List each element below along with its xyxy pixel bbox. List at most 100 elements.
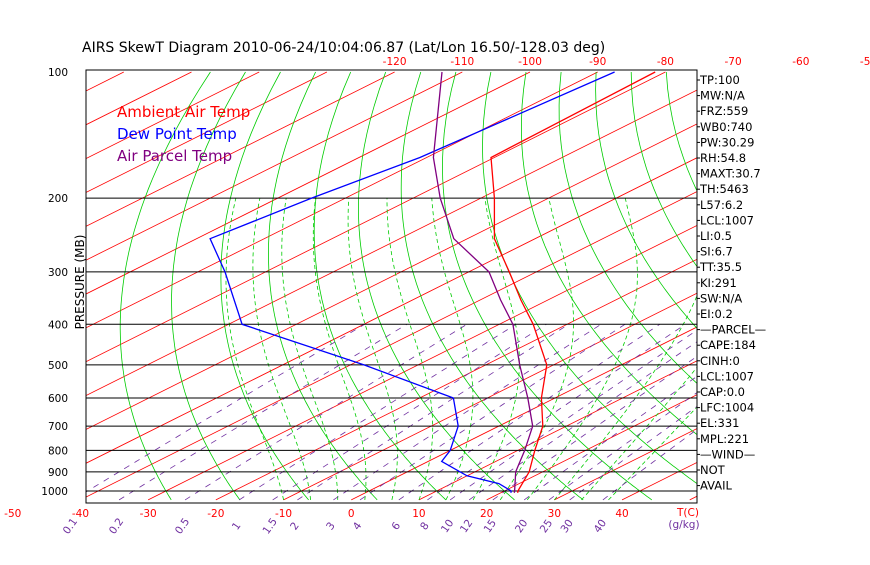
legend-entry: Ambient Air Temp bbox=[117, 103, 250, 121]
pressure-tick-label: 900 bbox=[48, 467, 68, 479]
index-item: TH:5463 bbox=[699, 182, 749, 196]
pressure-tick-label: 300 bbox=[48, 267, 68, 279]
pressure-tick-label: 200 bbox=[48, 193, 68, 205]
mixing-ratio-label: 3 bbox=[324, 520, 338, 532]
dry-adiabat-line bbox=[358, 72, 514, 500]
mixing-ratio-unit: (g/kg) bbox=[668, 519, 699, 531]
mixing-ratio-line bbox=[239, 324, 516, 500]
isotherm-line bbox=[0, 72, 56, 500]
moist-adiabat-line bbox=[313, 198, 366, 500]
bottom-temp-tick-label: -40 bbox=[72, 508, 89, 520]
mixing-ratio-line bbox=[450, 324, 706, 500]
mixing-ratio-label: 0.5 bbox=[173, 516, 192, 537]
bottom-temp-tick-label: -30 bbox=[140, 508, 157, 520]
bottom-temp-tick-label: 30 bbox=[548, 508, 561, 520]
moist-adiabat-line bbox=[581, 198, 799, 500]
index-item: FRZ:559 bbox=[700, 104, 748, 118]
mixing-ratio-label: 30 bbox=[558, 517, 576, 535]
index-item: LCL:1007 bbox=[700, 213, 754, 227]
dry-adiabat-line bbox=[483, 72, 721, 500]
index-item: CAP:0.0 bbox=[700, 385, 745, 399]
index-item: MW:N/A bbox=[700, 89, 745, 103]
index-item: MAXT:30.7 bbox=[700, 167, 761, 181]
mixing-ratio-label: 15 bbox=[482, 517, 500, 535]
top-temp-tick-label: -50 bbox=[860, 56, 870, 68]
index-item: PW:30.29 bbox=[700, 135, 754, 149]
moist-adiabat-line bbox=[554, 198, 713, 500]
index-item: —PARCEL— bbox=[700, 323, 766, 337]
index-item: TP:100 bbox=[699, 73, 740, 87]
bottom-temp-tick-label: 40 bbox=[615, 508, 628, 520]
dry-adiabat-line bbox=[736, 72, 870, 500]
bottom-temp-tick-label: 10 bbox=[412, 508, 425, 520]
top-temp-tick-label: -100 bbox=[518, 56, 542, 68]
legend-entry: Dew Point Temp bbox=[117, 125, 237, 143]
top-temp-tick-label: -120 bbox=[383, 56, 407, 68]
mixing-ratio-label: 1 bbox=[230, 520, 244, 532]
mixing-ratio-line bbox=[570, 324, 813, 500]
index-item: MPL:221 bbox=[700, 432, 749, 446]
bottom-temp-tick-label: -50 bbox=[4, 508, 21, 520]
mixing-ratio-line bbox=[399, 324, 660, 500]
isotherm-line bbox=[351, 72, 870, 500]
pressure-tick-label: 400 bbox=[48, 319, 68, 331]
top-temp-tick-label: -110 bbox=[450, 56, 474, 68]
top-temp-tick-label: -80 bbox=[657, 56, 674, 68]
moist-adiabat-line bbox=[387, 198, 433, 500]
index-item: LCL:1007 bbox=[700, 369, 754, 383]
index-item: KI:291 bbox=[700, 276, 737, 290]
mixing-ratio-label: 2 bbox=[288, 520, 302, 532]
mixing-ratio-line bbox=[119, 324, 407, 500]
mixing-ratio-label: 6 bbox=[390, 520, 404, 533]
bottom-temp-tick-label: 20 bbox=[480, 508, 493, 520]
pressure-tick-label: 700 bbox=[48, 421, 68, 433]
dry-adiabat-line bbox=[772, 72, 870, 500]
pressure-tick-label: 500 bbox=[48, 360, 68, 372]
index-item: WB0:740 bbox=[700, 120, 752, 134]
index-item: CINH:0 bbox=[700, 354, 740, 368]
legend-entry: Air Parcel Temp bbox=[117, 147, 232, 165]
pressure-tick-label: 600 bbox=[48, 393, 68, 405]
index-item: L57:6.2 bbox=[700, 198, 743, 212]
mixing-ratio-label: 12 bbox=[458, 517, 476, 535]
top-temp-tick-label: -70 bbox=[725, 56, 742, 68]
index-item: TT:35.5 bbox=[699, 260, 742, 274]
moist-adiabat-line bbox=[253, 198, 311, 500]
chart-title: AIRS SkewT Diagram 2010-06-24/10:04:06.8… bbox=[82, 40, 605, 56]
dry-adiabat-line bbox=[401, 72, 583, 500]
mixing-ratio-line bbox=[549, 324, 794, 500]
index-item: SI:6.7 bbox=[700, 245, 733, 259]
isotherm-line bbox=[487, 72, 870, 500]
index-item: —WIND— bbox=[700, 447, 755, 461]
moist-adiabat-line bbox=[282, 198, 338, 500]
top-temp-tick-label: -90 bbox=[589, 56, 606, 68]
mixing-ratio-line bbox=[360, 324, 625, 500]
mixing-ratio-label: 4 bbox=[351, 520, 365, 533]
mixing-ratio-label: 25 bbox=[538, 517, 556, 535]
index-item: RH:54.8 bbox=[700, 151, 746, 165]
pressure-tick-label: 100 bbox=[48, 67, 68, 79]
mixing-ratio-label: 40 bbox=[592, 517, 610, 535]
mixing-ratio-label: 10 bbox=[439, 517, 457, 535]
mixing-ratio-label: 0.2 bbox=[107, 516, 126, 537]
moist-adiabat-line bbox=[500, 198, 573, 500]
index-item: LFC:1004 bbox=[700, 401, 754, 415]
bottom-temp-tick-label: 0 bbox=[348, 508, 355, 520]
isotherm-line bbox=[757, 72, 870, 500]
mixing-ratio-line bbox=[185, 324, 467, 500]
index-item: EI:0.2 bbox=[700, 307, 733, 321]
mixing-ratio-line bbox=[469, 324, 723, 500]
pressure-tick-label: 800 bbox=[48, 445, 68, 457]
index-item: LI:0.5 bbox=[700, 229, 732, 243]
index-item: AVAIL bbox=[700, 479, 733, 493]
index-item: EL:331 bbox=[700, 416, 740, 430]
isotherm-line bbox=[0, 72, 124, 500]
isotherm-line bbox=[0, 72, 665, 500]
y-axis-label: PRESSURE (MB) bbox=[73, 235, 87, 330]
bottom-temp-tick-label: -20 bbox=[207, 508, 224, 520]
mixing-ratio-line bbox=[273, 324, 547, 500]
pressure-tick-label: 1000 bbox=[41, 486, 68, 498]
